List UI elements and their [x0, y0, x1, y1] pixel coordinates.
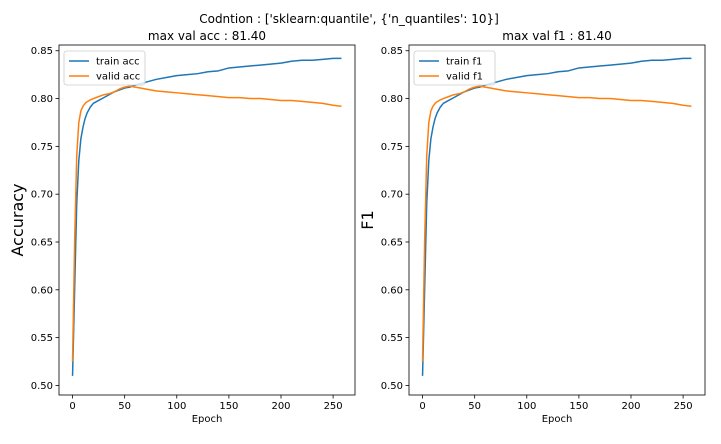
- x-tick-label: 150: [219, 401, 238, 412]
- y-tick-label: 0.85: [381, 46, 403, 57]
- legend-label-valid-f1: valid f1: [446, 72, 483, 83]
- plot-area: [408, 44, 706, 396]
- y-tick-label: 0.70: [381, 190, 403, 201]
- x-tick-label: 250: [674, 401, 693, 412]
- series-line-train-f1: [421, 57, 692, 376]
- chart-panel-2: 0 50 100 150 200 250 0.50 0.55 0.60 0.65 0.70 0.75 0…: [358, 29, 706, 425]
- figure-suptitle: Codntion : ['sklearn:quantile', {'n_quan…: [199, 12, 499, 26]
- y-tick-label: 0.75: [31, 142, 53, 153]
- y-tick-label: 0.80: [381, 94, 403, 105]
- y-axis-label: Accuracy: [8, 183, 27, 256]
- x-tick-label: 0: [69, 401, 75, 412]
- chart-title: max val f1 : 81.40: [502, 29, 611, 43]
- series-line-valid-f1: [421, 85, 692, 362]
- y-tick-label: 0.60: [31, 285, 53, 296]
- y-tick-label: 0.85: [31, 46, 53, 57]
- y-tick-label: 0.65: [31, 237, 53, 248]
- chart-title: max val acc : 81.40: [148, 29, 266, 43]
- plot-area: [58, 44, 356, 396]
- legend: train acc valid acc: [63, 50, 146, 86]
- y-tick-label: 0.65: [381, 237, 403, 248]
- chart-panel-1: 0 50 100 150 200 250 0.50 0.55 0.60 0.65 0.70 0.75 0…: [8, 29, 356, 425]
- x-tick-label: 50: [118, 401, 131, 412]
- series-line-valid-acc: [71, 85, 342, 362]
- y-tick-label: 0.55: [31, 333, 53, 344]
- y-tick-label: 0.50: [31, 381, 53, 392]
- legend-label-train-f1: train f1: [446, 57, 482, 68]
- y-tick-label: 0.75: [381, 142, 403, 153]
- y-tick-label: 0.50: [381, 381, 403, 392]
- x-axis-label: Epoch: [542, 414, 573, 425]
- x-tick-label: 0: [419, 401, 425, 412]
- y-tick-label: 0.60: [381, 285, 403, 296]
- y-tick-label: 0.80: [31, 94, 53, 105]
- x-tick-label: 250: [324, 401, 343, 412]
- legend-label-train-acc: train acc: [96, 57, 140, 68]
- x-tick-label: 200: [621, 401, 640, 412]
- legend-label-valid-acc: valid acc: [96, 72, 140, 83]
- x-tick-label: 100: [167, 401, 186, 412]
- y-tick-label: 0.70: [31, 190, 53, 201]
- y-tick-label: 0.55: [381, 333, 403, 344]
- x-tick-label: 100: [517, 401, 536, 412]
- series-line-train-acc: [71, 57, 342, 376]
- legend: train f1 valid f1: [413, 50, 496, 86]
- x-tick-label: 150: [569, 401, 588, 412]
- x-axis-label: Epoch: [192, 414, 223, 425]
- y-axis-label: F1: [358, 210, 377, 229]
- x-tick-label: 200: [271, 401, 290, 412]
- x-tick-label: 50: [468, 401, 481, 412]
